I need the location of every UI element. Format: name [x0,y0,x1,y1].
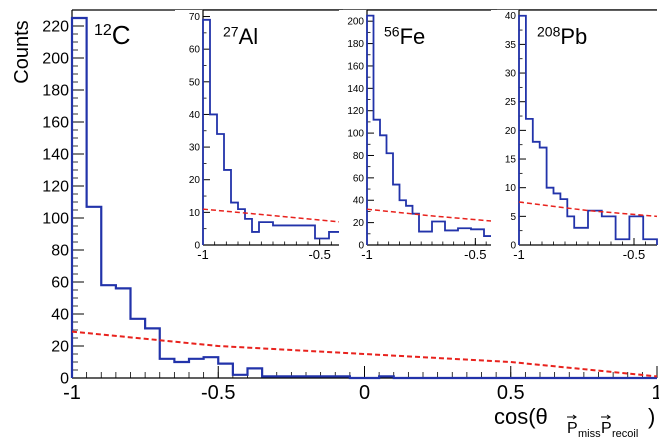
y-tick-label-15: 15 [505,155,517,166]
y-tick-label-20: 20 [189,175,201,186]
y-tick-label-100: 100 [42,211,69,228]
y-tick-label-35: 35 [505,40,517,51]
nucleus-label-12C: 12C [94,20,131,50]
plot-56Fe: 0 20 40 60 80 100 120 140 160 180 200 -1 -0.5 56Fe [339,9,499,263]
y-tick-label-0: 0 [194,241,200,252]
histogram-27Al [202,18,344,245]
x-tick-label--1: -1 [63,382,81,404]
x-tick-label-0: 0 [359,382,370,404]
y-tick-label-120: 120 [347,106,364,117]
y-tick-label-50: 50 [189,77,201,88]
y-tick-label-140: 140 [42,147,69,164]
y-tick-label-60: 60 [353,173,365,184]
nucleus-label-208Pb: 208Pb [537,23,587,49]
x-axis-title: cos(θ P miss P recoil ) [494,404,655,440]
nucleus-element-symbol: C [112,20,131,50]
y-tick-label-180: 180 [42,83,69,100]
y-axis-title: Counts [11,20,33,83]
y-tick-label-0: 0 [60,371,69,388]
y-tick-label-200: 200 [347,17,364,28]
x-axis-title-sub1: P [567,420,578,437]
x-axis-title-sub2: P [601,420,612,437]
x-tick-label--0.5: -0.5 [464,247,486,262]
nucleus-label-56Fe: 56Fe [384,23,425,49]
y-tick-label-20: 20 [505,126,517,137]
x-axis-title-arrow-1 [567,414,577,420]
y-tick-label-40: 40 [51,307,69,324]
y-tick-label-80: 80 [353,151,365,162]
y-tick-label-220: 220 [42,19,69,36]
y-tick-label-30: 30 [505,69,517,80]
y-tick-label-60: 60 [51,275,69,292]
x-tick-label-0.5: 0.5 [497,382,525,404]
y-tick-label-200: 200 [42,51,69,68]
x-axis-title-arrow-2 [601,414,611,420]
y-tick-label-60: 60 [189,45,201,56]
y-tick-label-10: 10 [189,208,201,219]
y-tick-label-70: 70 [189,12,201,23]
y-tick-label-0: 0 [358,241,364,252]
background-curve-12C [71,330,658,378]
x-tick-label--1: -1 [513,247,525,262]
y-tick-label-30: 30 [189,143,201,154]
x-axis-title-sub2-tail: recoil [612,428,638,440]
nucleus-element-symbol: Pb [560,24,587,49]
y-tick-label-120: 120 [42,179,69,196]
y-tick-label-5: 5 [510,212,516,223]
y-tick-label-25: 25 [505,97,517,108]
nucleus-element-symbol: Al [239,24,259,49]
x-tick-label--1: -1 [197,247,209,262]
y-tick-label-40: 40 [353,196,365,207]
nucleus-element-symbol: Fe [400,24,426,49]
y-tick-label-180: 180 [347,39,364,50]
x-axis-title-close: ) [648,404,655,429]
x-axis-title-sub1-tail: miss [578,428,601,440]
histogram-12C [70,16,657,380]
nucleus-mass-number: 56 [384,23,400,39]
y-tick-label-0: 0 [510,241,516,252]
nucleus-label-27Al: 27Al [223,23,258,49]
plot-208Pb: 0 5 10 15 20 25 30 35 40 -1 -0.5 208Pb [491,9,659,263]
y-tick-label-80: 80 [51,243,69,260]
background-curve-56Fe [366,208,498,223]
y-tick-label-100: 100 [347,129,364,140]
background-curve-208Pb [518,201,658,218]
histogram-56Fe [366,14,498,245]
y-tick-label-40: 40 [505,11,517,22]
x-axis-title-main: cos(θ [494,404,548,429]
x-tick-label-1: 1 [651,382,659,404]
x-tick-label--0.5: -0.5 [308,247,330,262]
inset-background [175,10,345,263]
nucleus-mass-number: 12 [94,22,112,39]
y-tick-label-20: 20 [353,218,365,229]
y-tick-label-140: 140 [347,84,364,95]
y-tick-label-40: 40 [189,110,201,121]
y-tick-label-160: 160 [347,61,364,72]
nucleus-mass-number: 208 [537,23,561,39]
x-tick-label--0.5: -0.5 [201,382,235,404]
plot-27Al: 0 10 20 30 40 50 60 70 -1 -0.5 27Al [175,9,345,263]
x-tick-label--0.5: -0.5 [623,247,645,262]
y-tick-label-20: 20 [51,339,69,356]
nucleus-mass-number: 27 [223,23,239,39]
y-tick-label-10: 10 [505,183,517,194]
x-tick-label--1: -1 [361,247,373,262]
y-tick-label-160: 160 [42,115,69,132]
